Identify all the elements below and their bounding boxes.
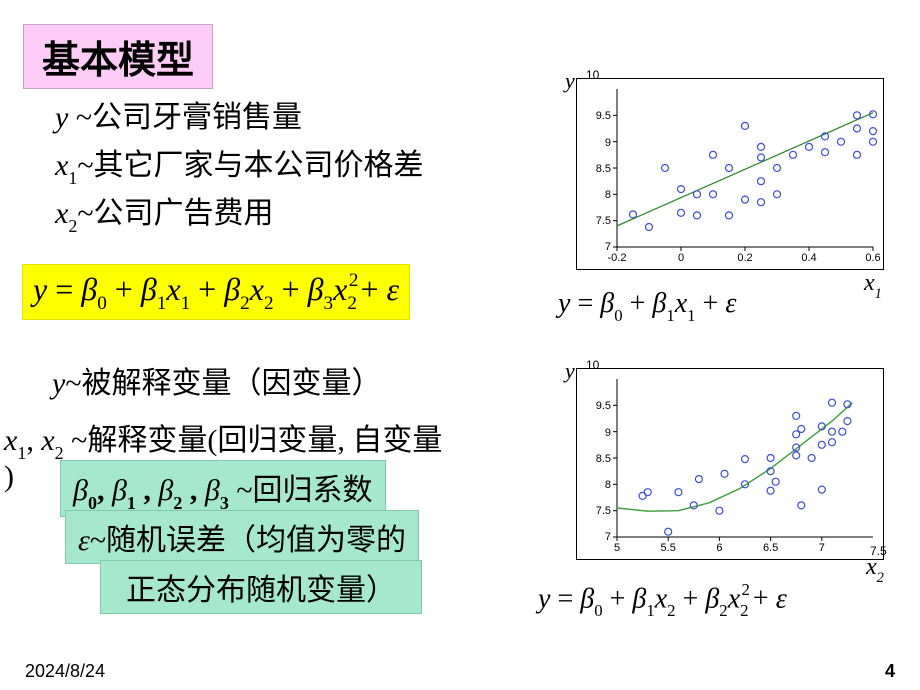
chart2-ylabel: y (565, 358, 575, 384)
svg-text:9: 9 (605, 427, 611, 439)
chart1-points (630, 111, 877, 231)
title-box: 基本模型 (23, 24, 213, 89)
title-text: 基本模型 (42, 40, 194, 82)
page-number: 4 (885, 661, 895, 682)
svg-text:9: 9 (605, 137, 611, 149)
chart1-xlabel: x1 (864, 270, 882, 301)
beta-box: β0, β1 , β2 , β3 ~回归系数 (60, 460, 386, 517)
svg-text:8: 8 (605, 189, 611, 201)
svg-text:8: 8 (605, 479, 611, 491)
svg-text:7.5: 7.5 (596, 505, 611, 517)
main-equation-box: y = β0 + β1x1 + β2x2 + β3x22+ ε (22, 264, 410, 320)
chart1-ylabel: y (565, 68, 575, 94)
chart1: 7 7.5 8 8.5 9 9.5 -0.2 0 0.2 0.4 0.6 (576, 78, 884, 270)
svg-text:-0.2: -0.2 (608, 252, 627, 264)
chart2-points (639, 399, 851, 535)
svg-text:7: 7 (819, 542, 825, 554)
svg-text:6.5: 6.5 (763, 542, 778, 554)
svg-text:5.5: 5.5 (661, 542, 676, 554)
svg-text:0: 0 (678, 252, 684, 264)
date-text: 2024/8/24 (25, 661, 105, 682)
epsilon-box2: 正态分布随机变量） (100, 560, 422, 614)
chart2: 7 7.5 8 8.5 9 9.5 5 5.5 6 6.5 7 (576, 368, 884, 560)
epsilon-box1: ε~随机误差（均值为零的 (65, 510, 419, 564)
svg-text:9.5: 9.5 (596, 400, 611, 412)
svg-text:8.5: 8.5 (596, 163, 611, 175)
svg-text:8.5: 8.5 (596, 453, 611, 465)
eq-chart2: y = β0 + β1x2 + β2x22+ ε (538, 582, 787, 619)
svg-text:0.6: 0.6 (865, 252, 880, 264)
svg-text:0.4: 0.4 (801, 252, 816, 264)
def-x1: x1~其它厂家与本公司价格差 (55, 140, 424, 187)
chart2-xlabel: x2 (866, 554, 884, 585)
x-explained-paren: ) (4, 460, 14, 494)
chart2-yaxis-top: 10 (586, 358, 599, 372)
x-explained: x1, x2 ~解释变量(回归变量, 自变量 (4, 415, 442, 462)
y-explained: y~被解释变量（因变量） (52, 358, 382, 402)
svg-text:5: 5 (614, 542, 620, 554)
eq-chart1: y = β0 + β1x1 + ε (558, 288, 736, 324)
svg-text:7: 7 (605, 531, 611, 543)
chart1-yaxis-top: 10 (586, 68, 599, 82)
def-y: y ~公司牙膏销售量 (55, 92, 302, 136)
def-x2: x2~公司广告费用 (55, 188, 274, 235)
svg-text:6: 6 (716, 542, 722, 554)
svg-text:9.5: 9.5 (596, 110, 611, 122)
svg-text:0.2: 0.2 (737, 252, 752, 264)
chart2-curve (617, 403, 853, 512)
svg-text:7.5: 7.5 (596, 215, 611, 227)
